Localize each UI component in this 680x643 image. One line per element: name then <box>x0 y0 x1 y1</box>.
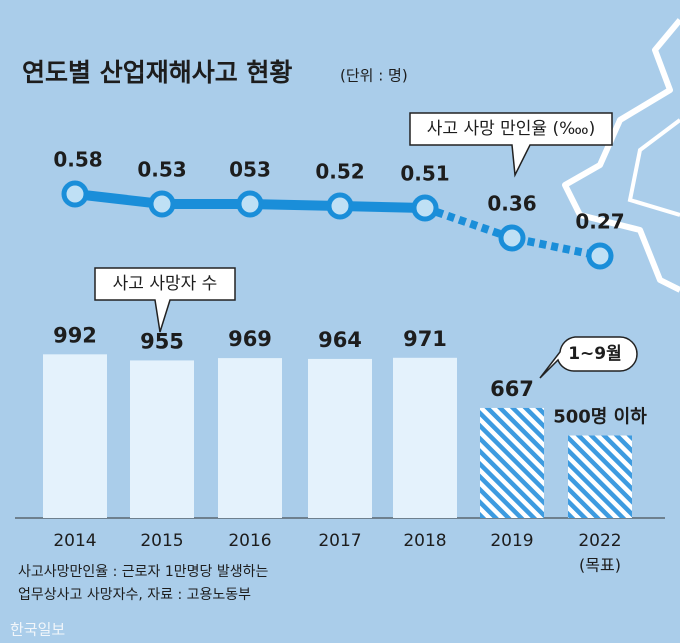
line-point <box>411 194 439 222</box>
bar-value-label: 992 <box>53 323 97 347</box>
bar <box>393 357 457 518</box>
annotation-callout <box>539 336 638 379</box>
bar-value-label: 971 <box>403 327 447 351</box>
source: 한국일보 <box>10 621 65 639</box>
x-tick-sublabel: (목표) <box>579 556 621 575</box>
x-tick-label: 2018 <box>403 531 446 551</box>
legend-entry: 사고 사망자 수 <box>113 274 218 294</box>
line-value-label: 0.51 <box>400 162 449 186</box>
line-value-label: 0.53 <box>137 158 186 182</box>
x-tick-label: 2017 <box>318 531 361 551</box>
line-value-label: 0.27 <box>575 210 624 234</box>
bar <box>43 354 107 518</box>
x-tick-label: 2022 <box>578 531 621 551</box>
bar-value-label: 969 <box>228 327 272 351</box>
line-callout <box>409 112 613 178</box>
footnote: 업무상사고 사망자수, 자료 : 고용노동부 <box>18 587 251 603</box>
footnote: 사고사망만인율 : 근로자 1만명당 발생하는 <box>18 564 269 580</box>
x-tick-label: 2019 <box>490 531 533 551</box>
line-point <box>326 192 354 220</box>
chart-title: 연도별 산업재해사고 현황 <box>22 58 292 87</box>
decoration <box>562 18 680 293</box>
x-tick-label: 2014 <box>53 531 96 551</box>
line-point <box>498 224 526 252</box>
line-point <box>236 190 264 218</box>
line-value-label: 053 <box>229 158 271 182</box>
line-point <box>61 180 89 208</box>
legend-entry: 사고 사망 만인율 (‱) <box>427 119 595 139</box>
bar-callout <box>94 267 236 333</box>
bar-value-label: 964 <box>318 328 362 352</box>
x-tick-label: 2015 <box>140 531 183 551</box>
line-projected <box>423 204 601 260</box>
bar <box>130 360 194 518</box>
bar-value-label: 955 <box>140 329 184 353</box>
line-value-label: 0.52 <box>315 160 364 184</box>
unit: (단위 : 명) <box>340 67 408 85</box>
bar <box>308 358 372 518</box>
bar-value-label: 667 <box>490 377 534 401</box>
bar <box>218 358 282 518</box>
line-value-label: 0.58 <box>53 148 102 172</box>
bar-value-label: 500명 이하 <box>553 407 647 428</box>
line-value-label: 0.36 <box>487 192 536 216</box>
annotation: 1~9월 <box>568 344 622 364</box>
line-point <box>148 190 176 218</box>
bar <box>568 435 632 518</box>
decoration <box>627 118 680 217</box>
x-tick-label: 2016 <box>228 531 271 551</box>
line-point <box>586 242 614 270</box>
bar <box>480 407 544 518</box>
